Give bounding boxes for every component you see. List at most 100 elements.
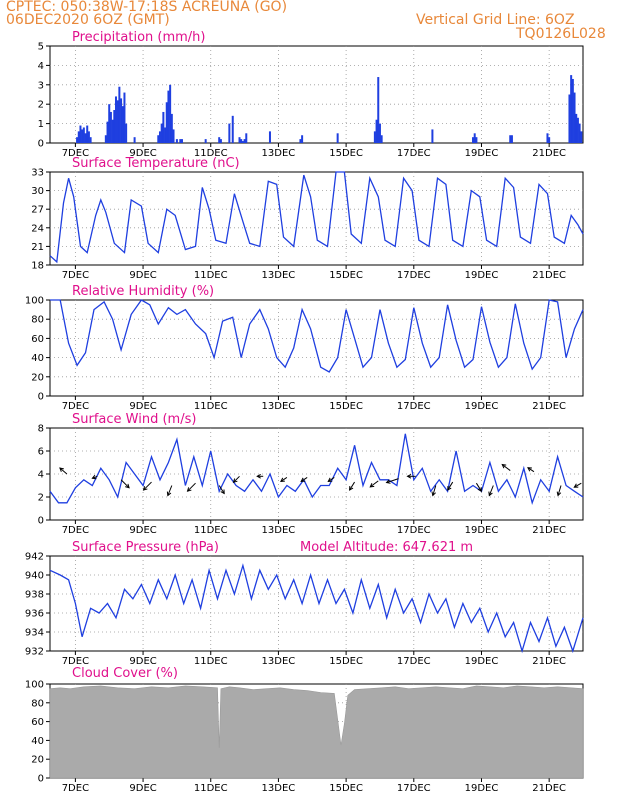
- cloud-area: [49, 685, 584, 779]
- wind-arrow-head: [501, 463, 507, 469]
- precip-bar: [108, 104, 111, 143]
- precip-bar: [89, 137, 92, 143]
- precip-bar: [375, 119, 378, 143]
- pres-ytick-label: 942: [25, 552, 44, 563]
- pres-ytick-label: 940: [25, 571, 44, 582]
- temp-xtick-label: 7DEC: [62, 270, 89, 281]
- precip-bar: [162, 111, 165, 143]
- cloud-xtick-label: 13DEC: [262, 783, 296, 794]
- wind-arrow: [143, 481, 152, 491]
- precip-bar: [228, 123, 231, 143]
- wind-arrow: [120, 479, 130, 489]
- wind-arrow-head: [406, 473, 412, 479]
- header-date: 06DEC2020 6OZ (GMT): [6, 12, 170, 28]
- cloud-xtick-label: 11DEC: [194, 783, 228, 794]
- wind-arrow-head: [166, 491, 172, 497]
- cloud-ytick-label: 100: [25, 680, 44, 691]
- precip-bar: [157, 135, 160, 143]
- precip-bar: [546, 133, 549, 143]
- precip-bar: [104, 135, 107, 143]
- temp-xtick-label: 13DEC: [262, 270, 296, 281]
- rh-xtick-label: 19DEC: [465, 401, 499, 412]
- wind-arrow: [327, 477, 335, 482]
- wind-arrow: [218, 485, 225, 494]
- pres-xtick-label: 19DEC: [465, 656, 499, 667]
- wind-arrow: [557, 485, 562, 496]
- precip-bar: [81, 129, 84, 143]
- precip-bar: [219, 139, 222, 143]
- precip-bar: [238, 137, 241, 143]
- rh-ytick-label: 40: [31, 353, 44, 364]
- header-grid-line: Vertical Grid Line: 6OZ: [416, 12, 575, 28]
- precip-bar: [510, 135, 513, 143]
- wind-arrow-head: [142, 486, 148, 491]
- rh-ytick-label: 60: [31, 334, 44, 345]
- wind-ytick-label: 6: [38, 447, 44, 458]
- precip-bar: [299, 139, 302, 143]
- temp-xtick-label: 19DEC: [465, 270, 499, 281]
- precip-bar: [170, 113, 173, 143]
- wind-arrow-head: [300, 477, 306, 483]
- rh-xtick-label: 11DEC: [194, 401, 228, 412]
- wind-arrow: [527, 467, 535, 473]
- wind-xtick-label: 19DEC: [465, 525, 499, 536]
- pres-ytick-label: 934: [25, 628, 44, 639]
- precip-bar: [473, 133, 476, 143]
- wind-arrow-head: [431, 491, 436, 497]
- precip-bar: [113, 110, 116, 143]
- precip-bar: [84, 133, 87, 143]
- precip-bar: [82, 127, 85, 143]
- wind-arrow-head: [220, 489, 225, 495]
- precip-bar: [109, 111, 112, 143]
- wind-arrow-head: [477, 487, 482, 493]
- wind-arrow-head: [327, 477, 333, 483]
- precip-bar: [241, 141, 244, 143]
- precip-bar: [121, 106, 124, 143]
- precip-frame: [49, 45, 584, 144]
- precip-bar: [380, 135, 383, 143]
- precip-ytick-label: 5: [38, 42, 44, 53]
- precip-xtick-label: 11DEC: [194, 148, 228, 159]
- cloud-xtick-label: 15DEC: [329, 783, 363, 794]
- wind-arrow-head: [125, 483, 130, 489]
- wind-arrow-head: [556, 491, 562, 497]
- cloud-ytick-label: 60: [31, 717, 44, 728]
- precip-bar: [475, 137, 478, 143]
- rh-xtick-label: 13DEC: [262, 401, 296, 412]
- cloud-title: Cloud Cover (%): [72, 666, 178, 681]
- precip-xtick-label: 17DEC: [397, 148, 431, 159]
- cloud-ytick-label: 80: [31, 698, 44, 709]
- pres-xtick-label: 13DEC: [262, 656, 296, 667]
- precip-bar: [573, 92, 576, 143]
- rh-xtick-label: 21DEC: [532, 401, 566, 412]
- wind-arrow-head: [280, 477, 285, 483]
- temp-ytick-label: 30: [31, 186, 44, 197]
- precip-xtick-label: 13DEC: [262, 148, 296, 159]
- precip-bar: [472, 137, 475, 143]
- precip-bar: [164, 127, 167, 143]
- wind-arrow: [488, 485, 494, 496]
- precip-bar: [133, 137, 136, 143]
- cloud-ytick-label: 40: [31, 736, 44, 747]
- precip-bar: [575, 113, 578, 143]
- temp-ytick-label: 24: [31, 223, 44, 234]
- precip-ytick-label: 1: [38, 119, 44, 130]
- pres-ytick-label: 936: [25, 609, 44, 620]
- precip-bar: [301, 135, 304, 143]
- temp-ytick-label: 21: [31, 242, 44, 253]
- wind-xtick-label: 15DEC: [329, 525, 363, 536]
- precip-xtick-label: 21DEC: [532, 148, 566, 159]
- precip-bar: [578, 123, 581, 143]
- temp-xtick-label: 11DEC: [194, 270, 228, 281]
- rh-xtick-label: 7DEC: [62, 401, 89, 412]
- temp-xtick-label: 17DEC: [397, 270, 431, 281]
- precip-xtick-label: 9DEC: [129, 148, 156, 159]
- precip-bar: [169, 84, 172, 143]
- precip-bar: [231, 115, 234, 143]
- precip-ytick-label: 4: [38, 61, 44, 72]
- rh-ytick-label: 80: [31, 315, 44, 326]
- temp-ytick-label: 33: [31, 168, 44, 179]
- wind-arrow: [349, 481, 355, 491]
- precip-bar: [106, 121, 109, 143]
- temp-xtick-label: 9DEC: [129, 270, 156, 281]
